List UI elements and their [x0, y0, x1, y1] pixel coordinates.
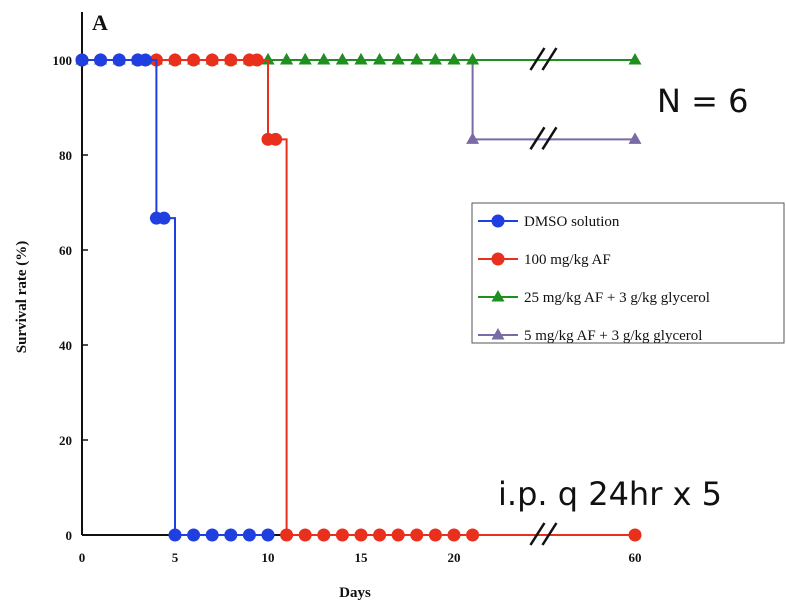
series-point — [261, 528, 275, 542]
y-tick-label: 40 — [59, 338, 72, 353]
legend-marker — [491, 290, 505, 302]
series-point — [298, 528, 312, 542]
series-point — [242, 528, 256, 542]
dosing-annotation: i.p. q 24hr x 5 — [498, 475, 722, 513]
series-point — [75, 53, 89, 67]
series-point — [205, 528, 219, 542]
legend-marker — [491, 252, 505, 266]
series-point — [168, 528, 182, 542]
series-point — [335, 528, 349, 542]
legend-label: DMSO solution — [524, 214, 620, 230]
x-axis-title: Days — [339, 585, 371, 601]
series-point — [112, 53, 126, 67]
series-point — [168, 53, 182, 67]
series-1 — [75, 53, 275, 542]
series-layer — [75, 53, 642, 542]
series-point — [373, 53, 387, 65]
y-tick-label: 100 — [53, 53, 73, 68]
y-tick-label: 0 — [66, 528, 73, 543]
series-point — [269, 132, 283, 146]
legend-label: 100 mg/kg AF — [524, 252, 611, 268]
series-point — [373, 528, 387, 542]
series-point — [250, 53, 264, 67]
series-4 — [75, 53, 642, 144]
series-point — [466, 132, 480, 144]
series-point — [224, 53, 238, 67]
series-point — [391, 53, 405, 65]
axis-breaks — [529, 47, 558, 546]
axis-break-marker — [529, 47, 546, 71]
axis-break-marker — [541, 522, 558, 546]
legend-marker — [491, 214, 505, 228]
series-point — [628, 528, 642, 542]
x-tick-label: 15 — [355, 550, 369, 565]
series-line — [82, 59, 635, 141]
series-point — [224, 528, 238, 542]
legend-label: 25 mg/kg AF + 3 g/kg glycerol — [524, 290, 710, 306]
series-point — [628, 132, 642, 144]
series-point — [94, 53, 108, 67]
x-tick-label: 20 — [448, 550, 461, 565]
y-axis-title: Survival rate (%) — [14, 241, 30, 353]
series-point — [354, 53, 368, 65]
legend: DMSO solution 100 mg/kg AF 25 mg/kg AF + 3… — [471, 202, 785, 344]
series-point — [428, 528, 442, 542]
y-tick-label: 20 — [59, 433, 72, 448]
series-point — [280, 528, 294, 542]
legend-box — [471, 202, 785, 344]
series-point — [391, 528, 405, 542]
series-point — [466, 53, 480, 65]
x-tick-label: 60 — [629, 550, 642, 565]
series-point — [466, 528, 480, 542]
series-point — [428, 53, 442, 65]
series-point — [280, 53, 294, 65]
series-point — [187, 528, 201, 542]
series-point — [410, 53, 424, 65]
series-point — [317, 53, 331, 65]
series-point — [317, 528, 331, 542]
axis-break-marker — [529, 126, 546, 150]
series-point — [138, 53, 152, 67]
x-tick-label: 10 — [262, 550, 275, 565]
n-annotation: N = 6 — [657, 82, 748, 120]
series-point — [335, 53, 349, 65]
series-point — [157, 211, 171, 225]
series-line — [82, 59, 268, 536]
axis-break-marker — [541, 47, 558, 71]
axis-break-marker — [541, 126, 558, 150]
y-tick-label: 60 — [59, 243, 72, 258]
series-point — [628, 53, 642, 65]
series-point — [447, 53, 461, 65]
series-point — [205, 53, 219, 67]
x-tick-label: 0 — [79, 550, 86, 565]
series-point — [187, 53, 201, 67]
series-point — [410, 528, 424, 542]
y-tick-label: 80 — [59, 148, 72, 163]
series-point — [298, 53, 312, 65]
series-point — [354, 528, 368, 542]
legend-label: 5 mg/kg AF + 3 g/kg glycerol — [524, 328, 702, 344]
series-point — [261, 53, 275, 65]
axis-break-marker — [529, 522, 546, 546]
panel-label: A — [92, 10, 108, 35]
x-tick-label: 5 — [172, 550, 179, 565]
legend-marker — [491, 328, 505, 340]
series-point — [447, 528, 461, 542]
